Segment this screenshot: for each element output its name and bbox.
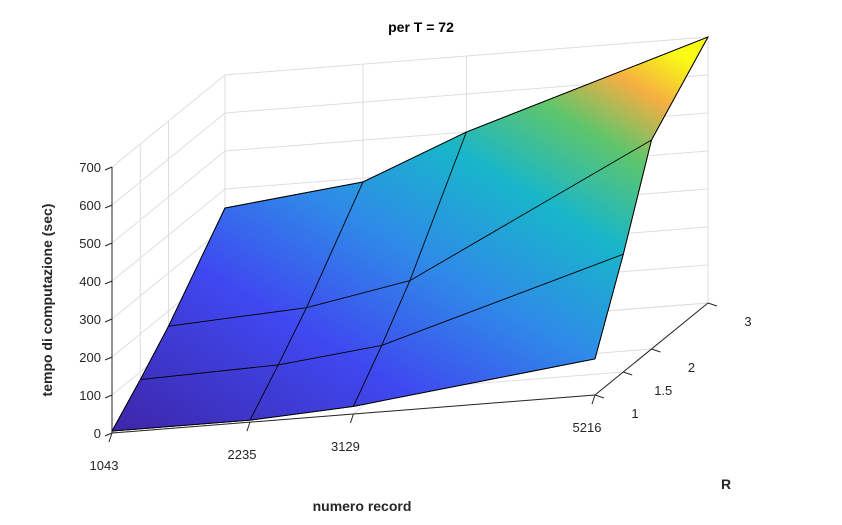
surface-mesh [111, 36, 709, 432]
z-tick-mark [104, 432, 113, 437]
grid-line [111, 188, 226, 282]
grid-line [111, 112, 226, 206]
z-tick-label: 200 [79, 350, 101, 365]
x-axis-label: numero record [313, 498, 412, 514]
z-tick-mark [104, 356, 113, 361]
x-tick-label: 3129 [331, 439, 360, 454]
mesh-line [352, 131, 467, 407]
mesh-line [594, 36, 709, 360]
z-tick-label: 0 [94, 426, 101, 441]
y-tick-mark [651, 348, 661, 353]
y-tick-mark [594, 394, 605, 399]
x-tick-labels: 1043 2235 3129 5216 [90, 420, 602, 473]
grid-line [111, 226, 226, 320]
mesh-line [140, 253, 624, 381]
grid-line [224, 36, 709, 76]
x-tick-label: 2235 [228, 447, 257, 462]
mesh-line [111, 207, 226, 432]
mesh-line [224, 36, 709, 209]
z-axis-label: tempo di computazione (sec) [39, 204, 55, 397]
mesh-line [249, 181, 364, 421]
z-tick-label: 500 [79, 236, 101, 251]
x-tick-label: 5216 [573, 420, 602, 435]
grid-line [111, 150, 226, 244]
y-tick-label: 3 [744, 314, 751, 329]
grid-line [111, 74, 226, 168]
z-tick-mark [104, 166, 113, 171]
mesh-line [111, 358, 596, 432]
z-tick-label: 700 [79, 160, 101, 175]
z-tick-mark [104, 394, 113, 399]
x-tick-mark [591, 394, 596, 405]
y-tick-label: 1.5 [654, 383, 672, 398]
x-tick-label: 1043 [90, 458, 119, 473]
mesh-line [168, 139, 652, 327]
z-tick-labels: 0 100 200 300 400 500 600 700 [79, 160, 101, 441]
y-tick-mark [623, 371, 633, 376]
y-tick-label: 1 [631, 406, 638, 421]
z-tick-mark [104, 242, 113, 247]
z-tick-mark [104, 280, 113, 285]
z-tick-mark [104, 318, 113, 323]
axes [104, 166, 718, 443]
chart-title: per T = 72 [388, 19, 454, 35]
x-tick-mark [108, 432, 113, 443]
y-tick-mark [707, 302, 718, 307]
x-tick-mark [349, 413, 354, 424]
z-tick-label: 400 [79, 274, 101, 289]
z-tick-label: 600 [79, 198, 101, 213]
x-axis-line [111, 394, 596, 434]
z-tick-label: 300 [79, 312, 101, 327]
z-tick-mark [104, 204, 113, 209]
x-tick-mark [246, 421, 251, 432]
z-tick-label: 100 [79, 388, 101, 403]
y-axis-label: R [721, 476, 731, 492]
y-tick-labels: 1 1.5 2 3 [631, 314, 751, 421]
y-tick-label: 2 [688, 360, 695, 375]
